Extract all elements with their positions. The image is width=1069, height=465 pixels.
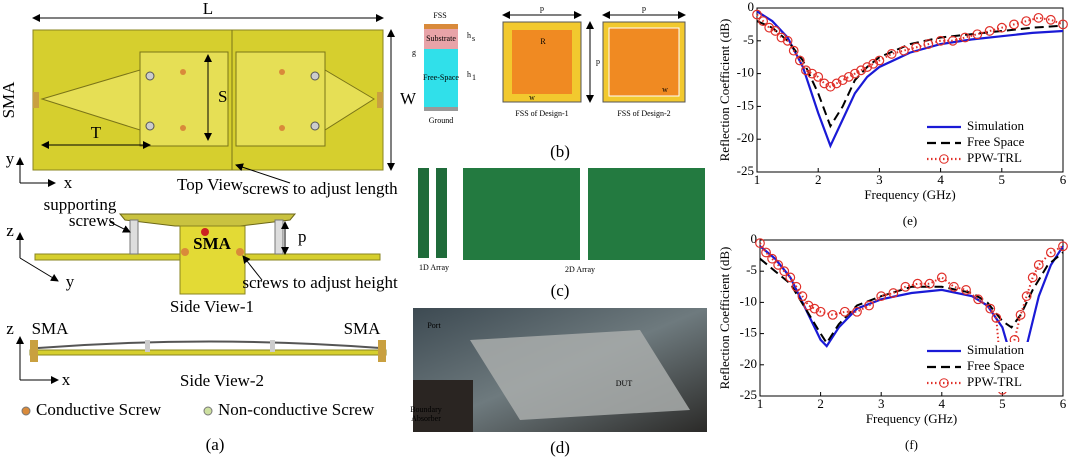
setup-photo bbox=[413, 308, 707, 432]
array-photos bbox=[418, 168, 705, 260]
label: z bbox=[6, 221, 14, 240]
x-tick-label: 2 bbox=[817, 396, 824, 411]
panel-label: (f) bbox=[905, 437, 918, 452]
figure: 123456-25-20-15-10-50Frequency (GHz)Refl… bbox=[0, 0, 1069, 465]
label: g bbox=[412, 48, 416, 57]
y-axis-label: Reflection Coefficient (dB) bbox=[717, 247, 732, 390]
label: y bbox=[6, 149, 15, 168]
y-axis-label: Reflection Coefficient (dB) bbox=[717, 19, 732, 162]
label: SMA bbox=[193, 234, 232, 253]
x-tick-label: 1 bbox=[757, 396, 764, 411]
label: (d) bbox=[550, 438, 570, 457]
label: Port bbox=[427, 321, 441, 330]
label: p bbox=[540, 4, 544, 13]
label: Absorber bbox=[411, 414, 441, 423]
label: s bbox=[472, 34, 475, 43]
label: 1D Array bbox=[419, 263, 449, 272]
x-tick-label: 4 bbox=[939, 396, 946, 411]
x-axis-label: Frequency (GHz) bbox=[864, 187, 955, 202]
label: W bbox=[400, 89, 417, 108]
label: 1 bbox=[472, 73, 476, 82]
y-tick-label: -25 bbox=[740, 387, 757, 402]
x-tick-label: 6 bbox=[1060, 172, 1067, 187]
label: x bbox=[62, 370, 71, 389]
data-point bbox=[925, 279, 934, 288]
label: w bbox=[529, 93, 535, 102]
label: 2D Array bbox=[565, 265, 595, 274]
label: w bbox=[662, 85, 668, 94]
label: h bbox=[467, 70, 471, 79]
label: SMA bbox=[0, 81, 18, 119]
x-tick-label: 1 bbox=[754, 172, 761, 187]
series-line bbox=[760, 253, 1063, 344]
label: p bbox=[298, 227, 307, 246]
series-line bbox=[757, 15, 1063, 87]
label: (b) bbox=[550, 142, 570, 161]
panel-label: (e) bbox=[903, 213, 917, 228]
legend-label: Free Space bbox=[967, 134, 1025, 149]
y-tick-label: -15 bbox=[737, 97, 754, 112]
label: FSS of Design-1 bbox=[515, 109, 568, 118]
label: FSS of Design-2 bbox=[617, 109, 670, 118]
label: SMA bbox=[32, 319, 70, 338]
legend-label: Simulation bbox=[967, 118, 1025, 133]
label: z bbox=[6, 319, 14, 338]
label: FSS bbox=[433, 11, 446, 20]
label: x bbox=[64, 173, 73, 192]
label: SMA bbox=[344, 319, 382, 338]
y-tick-label: -5 bbox=[743, 32, 754, 47]
x-tick-label: 5 bbox=[999, 396, 1006, 411]
label: y bbox=[66, 272, 75, 291]
y-tick-label: -20 bbox=[740, 356, 757, 371]
data-point bbox=[1046, 16, 1055, 25]
legend-label: Free Space bbox=[967, 358, 1025, 373]
label: screws to adjust length bbox=[242, 179, 398, 198]
label: screws to adjust height bbox=[242, 273, 398, 292]
y-tick-label: -10 bbox=[740, 293, 757, 308]
x-tick-label: 4 bbox=[937, 172, 944, 187]
label: Conductive Screw bbox=[36, 400, 162, 419]
label: h bbox=[467, 31, 471, 40]
label: DUT bbox=[616, 379, 633, 388]
label: Boundary bbox=[410, 405, 442, 414]
y-tick-label: -25 bbox=[737, 163, 754, 178]
y-tick-label: -15 bbox=[740, 325, 757, 340]
label: Substrate bbox=[426, 34, 456, 43]
top-view bbox=[20, 18, 391, 183]
label: Free-Space bbox=[423, 73, 459, 82]
label: Side View-1 bbox=[170, 297, 254, 316]
x-axis-label: Frequency (GHz) bbox=[866, 411, 957, 426]
y-tick-label: -5 bbox=[746, 262, 757, 277]
legend-label: PPW-TRL bbox=[967, 150, 1022, 165]
legend-label: PPW-TRL bbox=[967, 374, 1022, 389]
label: S bbox=[218, 87, 227, 106]
legend-label: Simulation bbox=[967, 342, 1025, 357]
x-tick-label: 5 bbox=[999, 172, 1006, 187]
x-tick-label: 2 bbox=[815, 172, 822, 187]
data-point bbox=[1034, 261, 1043, 270]
x-tick-label: 3 bbox=[876, 172, 883, 187]
label: Non-conductive Screw bbox=[218, 400, 375, 419]
label: R bbox=[540, 37, 546, 46]
label: L bbox=[203, 0, 213, 18]
label: p bbox=[642, 4, 646, 13]
x-tick-label: 6 bbox=[1060, 396, 1067, 411]
label: screws bbox=[69, 211, 115, 230]
label: Ground bbox=[429, 116, 453, 125]
data-point bbox=[1028, 273, 1037, 282]
data-point bbox=[938, 273, 947, 282]
label: T bbox=[91, 123, 102, 142]
label: (c) bbox=[551, 281, 570, 300]
x-tick-label: 3 bbox=[878, 396, 885, 411]
label: Top View bbox=[177, 175, 244, 194]
label: (a) bbox=[206, 435, 225, 454]
y-tick-label: -10 bbox=[737, 65, 754, 80]
label: p bbox=[596, 57, 600, 66]
y-tick-label: -20 bbox=[737, 130, 754, 145]
label: Side View-2 bbox=[180, 371, 264, 390]
fss-diagram bbox=[424, 15, 685, 111]
